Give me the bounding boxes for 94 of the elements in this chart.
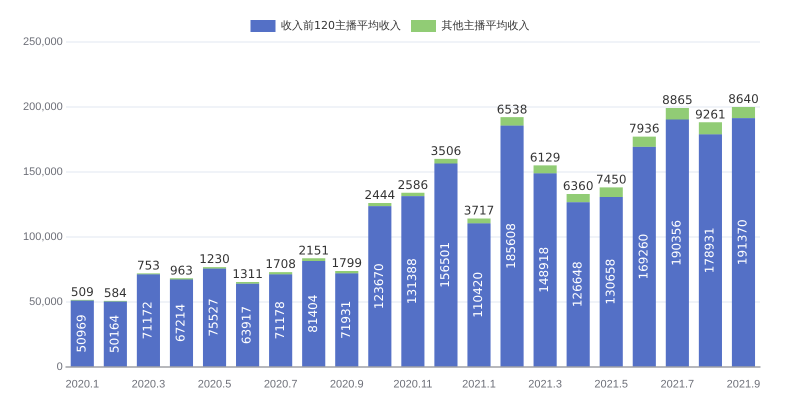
bar <box>534 173 557 366</box>
bar <box>170 279 194 366</box>
x-tick-label: 2020.11 <box>393 378 432 390</box>
data-label: 169260 <box>636 234 650 280</box>
bar <box>500 126 524 366</box>
data-label: 6538 <box>496 102 528 116</box>
data-label: 3717 <box>464 204 494 218</box>
bar <box>666 119 689 366</box>
bar <box>632 146 656 366</box>
data-label: 3506 <box>430 144 462 158</box>
data-label: 63917 <box>240 306 254 344</box>
data-label: 50164 <box>107 314 122 354</box>
data-label: 9261 <box>695 107 726 122</box>
x-tick-label: 2021.3 <box>528 378 562 390</box>
data-label: 185608 <box>504 223 518 269</box>
data-label: 50969 <box>74 314 88 353</box>
data-label: 7450 <box>596 172 627 186</box>
y-tick-label: 0 <box>56 360 63 373</box>
data-label: 963 <box>170 263 193 278</box>
legend-label: 收入前120主播平均收入 <box>281 18 401 32</box>
y-tick-label: 200,000 <box>22 100 63 113</box>
bar <box>335 273 358 366</box>
bar <box>269 274 292 366</box>
data-label: 2444 <box>364 188 396 202</box>
data-label: 190356 <box>669 220 684 266</box>
data-label: 130658 <box>603 258 618 305</box>
bar <box>534 165 557 174</box>
bar <box>600 187 623 198</box>
x-tick-label: 2020.7 <box>264 378 298 390</box>
data-label: 67214 <box>174 304 188 342</box>
x-tick-label: 2021.5 <box>594 378 628 390</box>
data-label: 71931 <box>338 300 353 339</box>
data-label: 71172 <box>140 301 155 340</box>
bar <box>467 223 491 366</box>
bar <box>368 202 392 206</box>
data-label: 8640 <box>728 92 759 106</box>
x-tick-label: 2020.9 <box>330 378 364 390</box>
data-label: 2151 <box>298 243 329 258</box>
data-label: 81404 <box>306 294 320 333</box>
x-tick-label: 2021.1 <box>462 378 496 390</box>
data-label: 2586 <box>398 178 428 192</box>
bar <box>632 136 656 147</box>
bar <box>368 206 392 366</box>
data-label: 126648 <box>570 261 584 308</box>
data-label: 509 <box>70 285 94 300</box>
data-label: 6360 <box>562 179 594 194</box>
bar <box>698 134 722 366</box>
data-label: 753 <box>136 258 160 272</box>
bar <box>401 192 424 196</box>
data-label: 1708 <box>265 257 296 272</box>
bar <box>302 258 326 262</box>
bar <box>70 300 94 366</box>
x-tick-label: 2020.5 <box>198 378 232 390</box>
bar <box>600 197 623 366</box>
bar <box>434 158 458 164</box>
legend-label: 其他主播平均收入 <box>442 18 530 32</box>
bar <box>401 196 424 366</box>
bar <box>698 122 722 134</box>
x-tick-label: 2021.9 <box>726 378 760 390</box>
x-tick-label: 2020.1 <box>65 378 100 390</box>
bar <box>202 268 226 366</box>
data-label: 71178 <box>272 301 287 340</box>
y-tick-label: 150,000 <box>22 166 63 178</box>
data-label: 1799 <box>331 256 362 270</box>
bar <box>500 117 524 126</box>
data-label: 6129 <box>530 150 560 164</box>
x-tick-label: 2020.3 <box>132 378 166 390</box>
y-tick-label: 50,000 <box>29 296 63 308</box>
data-label: 584 <box>104 286 127 300</box>
data-label: 1230 <box>199 252 230 266</box>
data-label: 123670 <box>372 263 386 310</box>
y-tick-label: 100,000 <box>22 230 63 243</box>
y-tick-label: 250,000 <box>22 36 63 48</box>
data-label: 110420 <box>471 272 486 318</box>
bar <box>566 194 590 202</box>
data-label: 131388 <box>405 258 420 304</box>
data-label: 191370 <box>736 219 750 266</box>
bar <box>666 108 689 120</box>
data-label: 8865 <box>662 93 693 108</box>
bar <box>136 274 160 366</box>
data-label: 1311 <box>232 267 263 282</box>
bar <box>236 284 260 366</box>
bar <box>566 202 590 366</box>
x-tick-label: 2021.7 <box>660 378 694 390</box>
data-label: 148918 <box>537 246 552 293</box>
data-label: 75527 <box>206 298 221 337</box>
data-label: 156501 <box>438 242 452 288</box>
bar <box>434 163 458 366</box>
bar <box>732 106 756 118</box>
bar <box>302 261 326 366</box>
bar <box>732 118 756 366</box>
data-label: 7936 <box>629 122 660 136</box>
data-label: 178931 <box>702 227 717 274</box>
bar <box>467 218 491 224</box>
